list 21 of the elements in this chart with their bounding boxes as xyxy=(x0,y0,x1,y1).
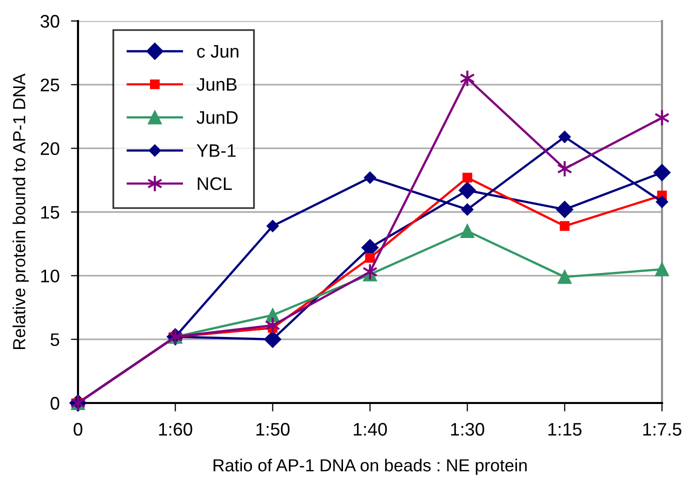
y-tick-label: 30 xyxy=(40,14,60,28)
x-tick-label: 1:50 xyxy=(256,422,290,436)
legend-label: c Jun xyxy=(197,45,238,58)
x-tick-label: 0 xyxy=(74,422,82,436)
x-tick-label: 1:30 xyxy=(451,422,484,436)
legend-label: JunD xyxy=(196,111,238,124)
x-tick-label: 1:7.5 xyxy=(643,423,682,436)
x-tick-label: 1:60 xyxy=(159,422,192,436)
y-tick-label: 25 xyxy=(40,78,60,92)
y-tick-label: 5 xyxy=(50,333,60,346)
legend-label: YB-1 xyxy=(196,144,236,157)
y-tick-label: 10 xyxy=(41,270,60,282)
y-axis-title: Relative protein bound to AP-1 DNA xyxy=(12,74,29,350)
y-tick-label: 20 xyxy=(40,142,60,156)
x-tick-label: 1:40 xyxy=(354,422,387,436)
legend-label: JunB xyxy=(196,78,237,91)
x-tick-label: 1:15 xyxy=(548,423,582,436)
y-tick-label: 0 xyxy=(50,396,60,410)
y-tick-label: 15 xyxy=(41,206,60,219)
legend-label: NCL xyxy=(198,177,232,190)
x-axis-title: Ratio of AP-1 DNA on beads : NE protein xyxy=(214,458,527,475)
